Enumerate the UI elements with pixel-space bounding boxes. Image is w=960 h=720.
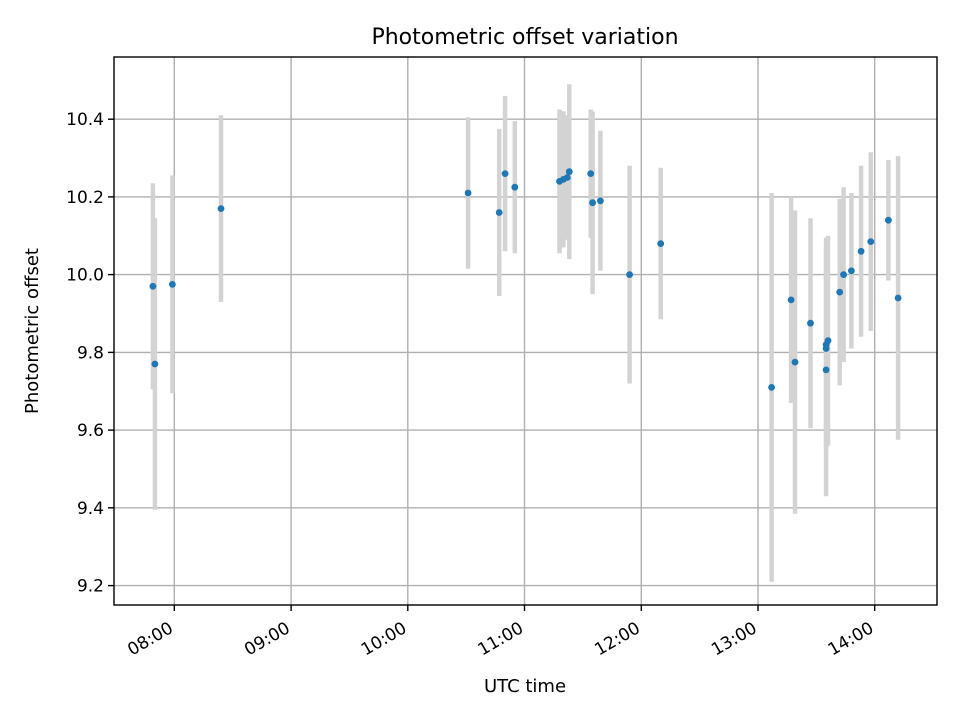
data-point xyxy=(824,337,832,345)
plot-frame xyxy=(113,56,938,606)
x-tick-label: 09:00 xyxy=(241,618,293,660)
data-point xyxy=(894,294,902,302)
y-tick-label: 9.4 xyxy=(77,499,104,519)
data-point xyxy=(565,168,573,176)
x-tick-label: 13:00 xyxy=(708,618,760,660)
error-bars xyxy=(150,84,901,582)
data-point xyxy=(495,209,503,216)
x-tick-label: 12:00 xyxy=(591,618,643,660)
data-point xyxy=(657,240,665,248)
data-point xyxy=(151,360,159,368)
data-point xyxy=(885,216,892,224)
data-point xyxy=(836,288,844,296)
data-points xyxy=(149,168,902,391)
data-point xyxy=(589,199,596,207)
data-point xyxy=(597,197,604,205)
data-point xyxy=(587,170,595,178)
data-point xyxy=(563,174,571,181)
x-tick-label: 10:00 xyxy=(358,618,410,660)
data-point xyxy=(149,282,157,290)
data-point xyxy=(169,281,176,288)
chart-title: Photometric offset variation xyxy=(371,25,678,50)
y-tick-label: 10.2 xyxy=(66,188,104,208)
data-point xyxy=(511,183,519,191)
data-point xyxy=(857,247,865,255)
y-tick-label: 9.2 xyxy=(77,577,104,597)
data-point xyxy=(626,271,633,278)
data-point xyxy=(822,366,830,374)
data-point xyxy=(848,267,855,275)
data-point xyxy=(464,189,472,197)
data-point xyxy=(768,384,775,391)
data-point xyxy=(840,271,847,278)
data-point xyxy=(787,296,795,304)
data-point xyxy=(867,238,875,246)
x-tick-label: 08:00 xyxy=(124,618,176,660)
data-point xyxy=(791,358,799,366)
axis-ticks: 08:00 09:00 10:00 11:00 12:00 13:00 14:00 9.2 9.… xyxy=(66,110,877,660)
data-point xyxy=(217,205,225,213)
y-tick-label: 10.4 xyxy=(66,110,104,130)
x-tick-label: 14:00 xyxy=(825,618,877,660)
y-axis-label: Photometric offset xyxy=(22,248,43,414)
y-tick-label: 9.6 xyxy=(77,421,104,441)
data-point xyxy=(807,319,814,327)
x-axis-label: UTC time xyxy=(484,676,566,697)
y-tick-label: 10.0 xyxy=(66,266,104,286)
y-tick-label: 9.8 xyxy=(77,343,104,363)
data-point xyxy=(501,170,509,178)
x-tick-label: 11:00 xyxy=(475,618,527,660)
grid xyxy=(114,57,937,605)
